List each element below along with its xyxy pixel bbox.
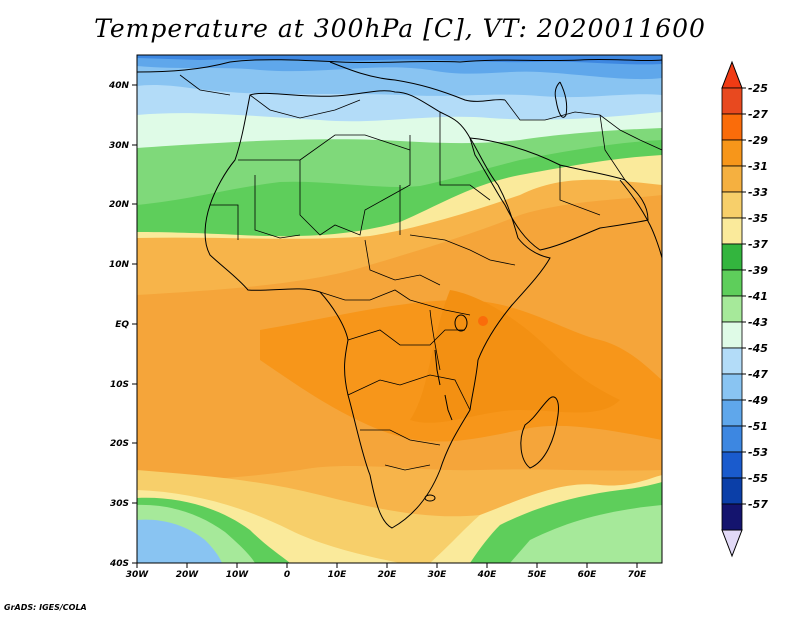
colorbar-label: -33 xyxy=(748,186,768,199)
colorbar-label: -53 xyxy=(748,446,768,459)
colorbar-swatch xyxy=(721,243,743,271)
colorbar-label: -27 xyxy=(748,108,768,121)
country-borders xyxy=(179,74,662,471)
colorbar-label: -45 xyxy=(748,342,768,355)
colorbar-over-arrow xyxy=(721,60,743,89)
colorbar-label: -57 xyxy=(748,498,768,511)
lon-label: 40E xyxy=(477,570,498,580)
colorbar-label: -29 xyxy=(748,134,768,147)
lon-label: 30E xyxy=(428,570,448,580)
lat-label: 20N xyxy=(109,200,130,210)
map-title: Temperature at 300hPa [C], VT: 202001160… xyxy=(94,14,706,43)
mediterranean-coast xyxy=(329,61,506,102)
colorbar-label: -55 xyxy=(748,472,768,485)
colorbar-label: -35 xyxy=(748,212,768,225)
lon-label: 50E xyxy=(528,570,548,580)
colorbar-label: -39 xyxy=(748,264,768,277)
europe-coastline xyxy=(137,58,662,73)
colorbar-label: -31 xyxy=(748,160,768,173)
colorbar-swatch xyxy=(721,425,743,453)
longitude-labels: 30W 20W 10W 0 10E 20E 30E 40E 50E 60E 70… xyxy=(126,570,647,580)
colorbar-swatch xyxy=(721,269,743,297)
lakes xyxy=(424,314,468,502)
colorbar-swatch xyxy=(721,139,743,167)
lat-label: 30S xyxy=(110,499,129,509)
lat-label: 40N xyxy=(108,81,130,91)
lat-label: 10N xyxy=(109,260,130,270)
coastlines-and-borders xyxy=(137,58,662,529)
lon-label: 70E xyxy=(628,570,648,580)
colorbar-swatch xyxy=(721,503,743,531)
colorbar-swatch xyxy=(721,191,743,219)
lon-label: 10W xyxy=(226,570,250,580)
colorbar-label: -47 xyxy=(748,368,768,381)
colorbar-swatch xyxy=(721,451,743,479)
temperature-field xyxy=(137,55,662,563)
colorbar-swatch xyxy=(721,477,743,505)
colorbar-swatch xyxy=(721,165,743,193)
lat-label: EQ xyxy=(115,320,129,330)
caspian-coast xyxy=(554,81,568,118)
colorbar-label: -49 xyxy=(748,394,768,407)
colorbar-swatch xyxy=(721,399,743,427)
lon-label: 30W xyxy=(126,570,150,580)
madagascar-coastline xyxy=(520,396,559,469)
map-frame xyxy=(136,54,663,564)
axis-ticks xyxy=(132,84,638,568)
lat-label: 30N xyxy=(109,141,130,151)
colorbar-swatch xyxy=(721,113,743,141)
colorbar-label: -41 xyxy=(748,290,768,303)
africa-coastline xyxy=(204,90,551,529)
colorbar-swatch xyxy=(721,87,743,115)
lon-label: 20E xyxy=(378,570,398,580)
lon-label: 10E xyxy=(328,570,348,580)
credit-label: GrADS: IGES/COLA xyxy=(4,603,87,612)
lat-label: 10S xyxy=(110,380,129,390)
colorbar: -25 -27 -29 -31 -33 -35 -37 -39 -41 -43 -45 -47 -49 -… xyxy=(721,60,768,558)
latitude-labels: 40N 30N 20N 10N EQ 10S 20S 30S 40S xyxy=(108,81,130,569)
colorbar-label: -25 xyxy=(748,82,768,95)
colorbar-swatch xyxy=(721,295,743,323)
lon-label: 60E xyxy=(578,570,598,580)
lon-label: 20W xyxy=(176,570,200,580)
colorbar-swatch xyxy=(721,347,743,375)
colorbar-swatch xyxy=(721,373,743,401)
india-coastline xyxy=(619,179,662,259)
colorbar-swatch xyxy=(721,217,743,245)
lon-label: 0 xyxy=(284,570,290,580)
colorbar-under-arrow xyxy=(721,529,743,558)
colorbar-label: -37 xyxy=(748,238,768,251)
colorbar-label: -43 xyxy=(748,316,768,329)
lat-label: 40S xyxy=(109,559,129,569)
colorbar-swatch xyxy=(721,321,743,349)
colorbar-label: -51 xyxy=(748,420,768,433)
lat-label: 20S xyxy=(110,439,129,449)
